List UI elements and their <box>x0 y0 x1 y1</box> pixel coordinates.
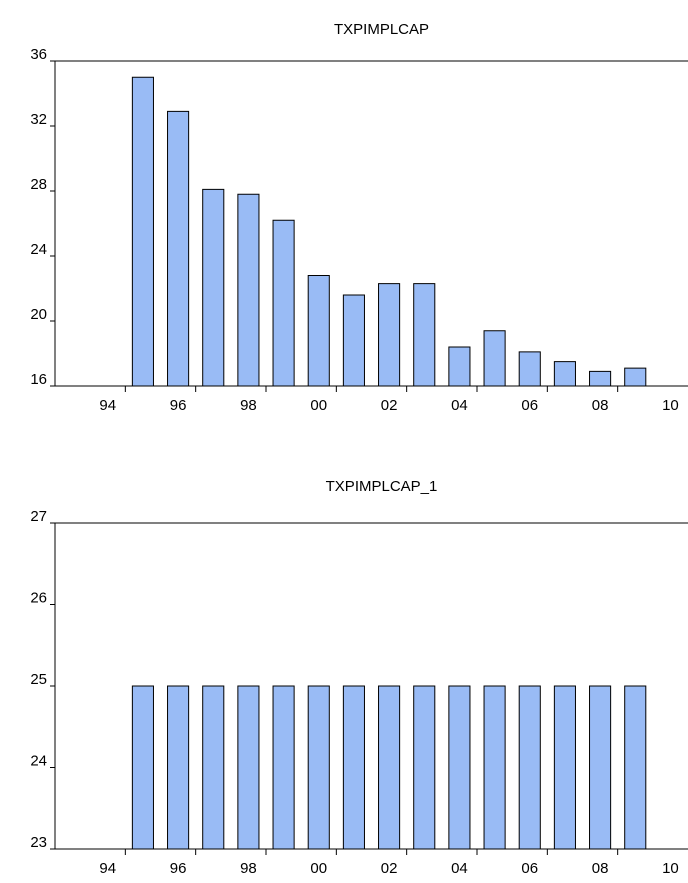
bar <box>413 685 436 850</box>
x-tick-label: 02 <box>381 860 398 877</box>
chart-title: TXPIMPLCAP <box>334 21 429 38</box>
bar <box>483 685 506 850</box>
x-tick-label: 96 <box>170 860 187 877</box>
y-tick-label: 28 <box>30 176 47 193</box>
x-tick-label: 04 <box>451 397 468 414</box>
bar <box>131 76 154 387</box>
x-tick-label: 06 <box>521 397 538 414</box>
x-tick-label: 10 <box>662 397 679 414</box>
bar <box>448 346 471 387</box>
bar <box>378 283 401 387</box>
y-tick-label: 24 <box>30 241 47 258</box>
x-tick-label: 04 <box>451 860 468 877</box>
bar <box>307 275 330 387</box>
bar <box>378 685 401 850</box>
bar <box>589 685 612 850</box>
y-tick-label: 32 <box>30 111 47 128</box>
x-tick-label: 98 <box>240 397 257 414</box>
x-tick-label: 06 <box>521 860 538 877</box>
bar <box>202 685 225 850</box>
bar <box>553 685 576 850</box>
bar <box>448 685 471 850</box>
x-tick-label: 08 <box>592 397 609 414</box>
bar <box>237 193 260 387</box>
x-tick-label: 02 <box>381 397 398 414</box>
x-tick-label: 00 <box>310 397 327 414</box>
y-tick-label: 20 <box>30 306 47 323</box>
bar <box>518 685 541 850</box>
x-tick-label: 10 <box>662 860 679 877</box>
bar <box>342 294 365 387</box>
y-tick-label: 24 <box>30 752 47 769</box>
bar <box>167 685 190 850</box>
x-tick-label: 94 <box>99 397 116 414</box>
bar <box>202 188 225 387</box>
y-tick-label: 36 <box>30 46 47 63</box>
bar <box>237 685 260 850</box>
bar <box>272 685 295 850</box>
y-tick-label: 25 <box>30 671 47 688</box>
x-tick-label: 94 <box>99 860 116 877</box>
bar <box>624 685 647 850</box>
y-tick-label: 23 <box>30 834 47 851</box>
bar <box>553 361 576 387</box>
chart-title: TXPIMPLCAP_1 <box>326 478 438 495</box>
bar <box>483 330 506 387</box>
x-tick-label: 98 <box>240 860 257 877</box>
bar <box>342 685 365 850</box>
bar <box>307 685 330 850</box>
bar <box>167 110 190 387</box>
bar <box>624 367 647 387</box>
x-tick-label: 08 <box>592 860 609 877</box>
y-tick-label: 26 <box>30 589 47 606</box>
y-tick-label: 27 <box>30 508 47 525</box>
bar <box>131 685 154 850</box>
bar <box>518 351 541 387</box>
x-tick-label: 00 <box>310 860 327 877</box>
y-tick-label: 16 <box>30 371 47 388</box>
bar <box>589 370 612 387</box>
x-tick-label: 96 <box>170 397 187 414</box>
bar <box>413 283 436 387</box>
bar <box>272 219 295 387</box>
